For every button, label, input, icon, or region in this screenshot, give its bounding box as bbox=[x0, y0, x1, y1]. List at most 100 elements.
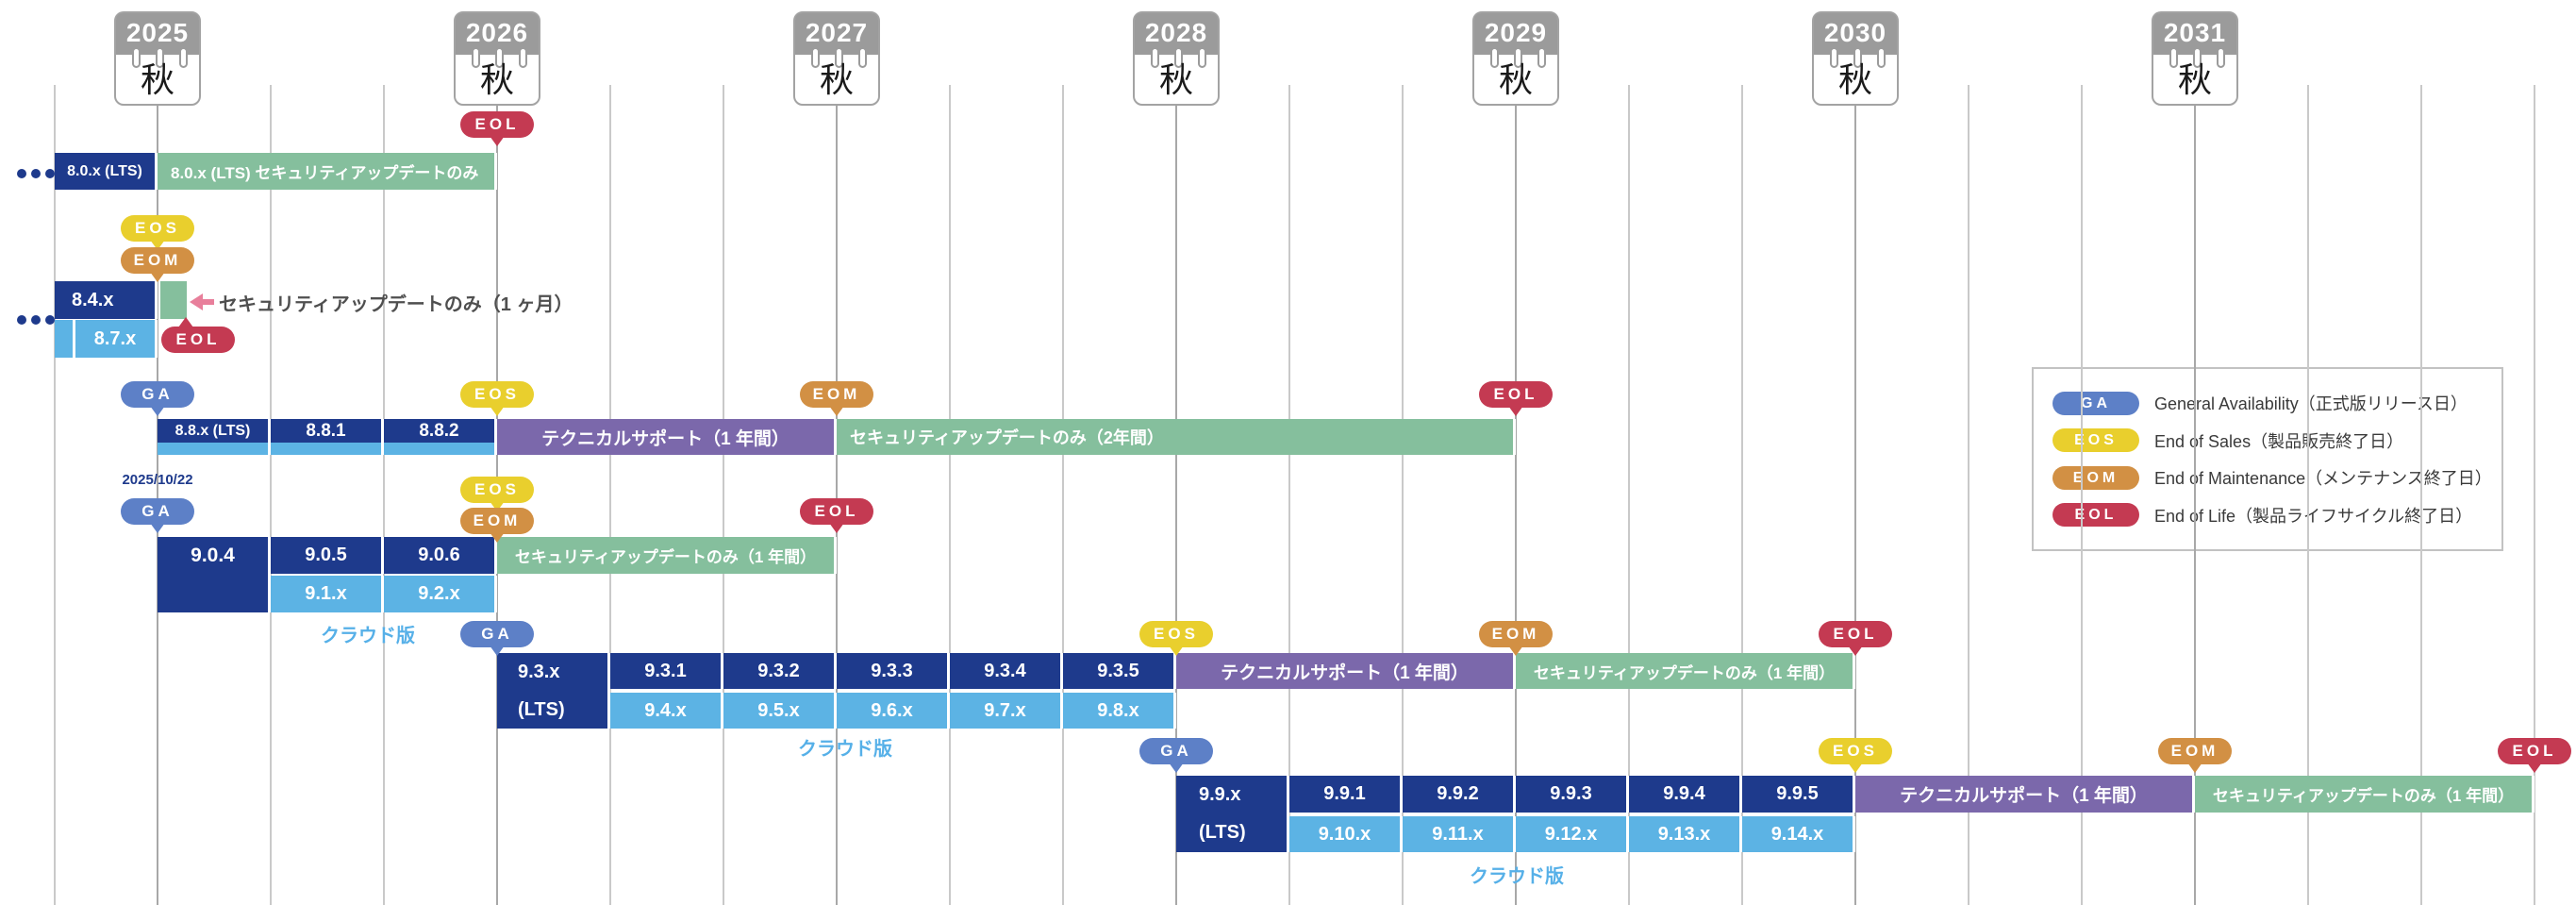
eos-badge: EOS bbox=[1139, 621, 1213, 656]
bar-9.8.x: 9.8.x bbox=[1063, 693, 1176, 729]
bar-9.0-security-1y: セキュリティアップデートのみ（1 年間） bbox=[497, 537, 837, 574]
bar-label: (LTS) bbox=[518, 699, 565, 720]
bar-label: 9.0.4 bbox=[191, 545, 235, 566]
eom-badge-icon: EOM bbox=[2052, 465, 2139, 490]
badge-tail bbox=[1848, 645, 1863, 656]
note-arrow-shaft bbox=[203, 299, 214, 305]
ga-badge: GA bbox=[121, 498, 194, 533]
bar-8.4.x-security-1month bbox=[160, 281, 187, 319]
ga-badge-icon: GA bbox=[2052, 391, 2139, 415]
continuation-dot-icon bbox=[45, 169, 55, 178]
bar-9.2.x: 9.2.x bbox=[384, 576, 497, 612]
bar-9.0.6: 9.0.6 bbox=[384, 537, 497, 574]
continuation-dot-icon bbox=[17, 169, 26, 178]
gridline-minor bbox=[1062, 85, 1064, 905]
badge-tail bbox=[829, 406, 844, 416]
eos-badge: EOS bbox=[1819, 738, 1892, 773]
eol-badge: EOL bbox=[2498, 738, 2571, 773]
calendar-season-label: 秋 bbox=[479, 60, 514, 99]
ga-badge: GA bbox=[460, 621, 534, 656]
legend-box: GA General Availability（正式版リリース日） EOS En… bbox=[2032, 367, 2503, 551]
bar-8.7.x: 8.7.x bbox=[75, 320, 158, 358]
bar-9.13.x: 9.13.x bbox=[1629, 816, 1742, 852]
calendar-season-label: 秋 bbox=[1498, 60, 1533, 99]
bar-9.6.x: 9.6.x bbox=[837, 693, 950, 729]
bar-9.9-security-1y: セキュリティアップデートのみ（1 年間） bbox=[2195, 776, 2534, 813]
calendar-year-label: 2025 bbox=[116, 13, 199, 55]
bar-8.8-cloud-strip bbox=[158, 443, 271, 455]
bar-9.3.5: 9.3.5 bbox=[1063, 653, 1176, 689]
bar-9.3.2: 9.3.2 bbox=[723, 653, 837, 689]
bar-9.3.1: 9.3.1 bbox=[610, 653, 723, 689]
calendar-ring-icon bbox=[156, 47, 164, 68]
badge-tail bbox=[829, 523, 844, 533]
calendar-2027: 2027 秋 bbox=[793, 11, 880, 106]
legend-item-label: End of Life（製品ライフサイクル終了日） bbox=[2154, 506, 2473, 526]
bar-label: 9.9.x bbox=[1199, 784, 1241, 805]
calendar-ring-icon bbox=[2217, 47, 2225, 68]
eos-badge: EOS bbox=[121, 215, 194, 250]
bar-8.0.x-lts: 8.0.x (LTS) bbox=[55, 153, 158, 190]
bar-9.9-tech-support: テクニカルサポート（1 年間） bbox=[1855, 776, 2195, 813]
continuation-dot-icon bbox=[17, 315, 26, 325]
legend-item-label: End of Sales（製品販売終了日） bbox=[2154, 431, 2404, 451]
eol-badge: EOL bbox=[800, 498, 873, 533]
legend-item-eom: EOM End of Maintenance（メンテナンス終了日） bbox=[2052, 465, 2501, 490]
bar-9.3.3: 9.3.3 bbox=[837, 653, 950, 689]
gridline-minor bbox=[949, 85, 951, 905]
bar-9.9.3: 9.9.3 bbox=[1516, 776, 1629, 813]
bar-8.8-tech-support: テクニカルサポート（1 年間） bbox=[497, 419, 837, 455]
badge-tail bbox=[150, 272, 165, 282]
calendar-2031: 2031 秋 bbox=[2152, 11, 2238, 106]
ga-badge: GA bbox=[121, 381, 194, 416]
continuation-dot-icon bbox=[31, 169, 41, 178]
calendar-ring-icon bbox=[1537, 47, 1546, 68]
calendar-season-label: 秋 bbox=[2177, 60, 2212, 99]
bar-9.12.x: 9.12.x bbox=[1516, 816, 1629, 852]
bar-9.9.4: 9.9.4 bbox=[1629, 776, 1742, 813]
calendar-ring-icon bbox=[495, 47, 504, 68]
bar-9.3.x-lts: 9.3.x (LTS) bbox=[497, 653, 610, 729]
badge-tail bbox=[150, 523, 165, 533]
calendar-ring-icon bbox=[2169, 47, 2178, 68]
bar-9.5.x: 9.5.x bbox=[723, 693, 837, 729]
eom-badge: EOM bbox=[800, 381, 873, 416]
ga-date-label: 2025/10/22 bbox=[122, 472, 193, 489]
calendar-2026: 2026 秋 bbox=[454, 11, 540, 106]
calendar-ring-icon bbox=[1877, 47, 1886, 68]
badge-tail bbox=[1508, 645, 1523, 656]
bar-8.4.x: 8.4.x bbox=[55, 281, 158, 319]
bar-9.4.x: 9.4.x bbox=[610, 693, 723, 729]
bar-9.1.x: 9.1.x bbox=[271, 576, 384, 612]
bar-9.9.x-lts: 9.9.x (LTS) bbox=[1176, 776, 1289, 852]
gridline-minor bbox=[54, 85, 56, 905]
calendar-ring-icon bbox=[2193, 47, 2202, 68]
bar-8.0.x-security-only: 8.0.x (LTS) セキュリティアップデートのみ bbox=[158, 153, 497, 190]
badge-tail bbox=[1169, 763, 1184, 773]
badge-tail bbox=[2527, 763, 2542, 773]
bar-8.8.2: 8.8.2 bbox=[384, 419, 497, 443]
legend-item-ga: GA General Availability（正式版リリース日） bbox=[2052, 391, 2501, 415]
gridline-minor bbox=[723, 85, 724, 905]
bar-9.3-security-1y: セキュリティアップデートのみ（1 年間） bbox=[1516, 653, 1855, 689]
calendar-ring-icon bbox=[179, 47, 188, 68]
eos-badge-icon: EOS bbox=[2052, 428, 2139, 453]
gridline-minor bbox=[383, 85, 385, 905]
calendar-ring-icon bbox=[1853, 47, 1862, 68]
calendar-ring-icon bbox=[1490, 47, 1499, 68]
calendar-ring-icon bbox=[1830, 47, 1838, 68]
cloud-version-label: クラウド版 bbox=[321, 625, 415, 646]
badge-tail bbox=[490, 532, 505, 543]
badge-tail bbox=[150, 406, 165, 416]
bar-9.3-tech-support: テクニカルサポート（1 年間） bbox=[1176, 653, 1516, 689]
gridline-minor bbox=[270, 85, 272, 905]
badge-tail bbox=[1169, 645, 1184, 656]
badge-tail bbox=[1848, 763, 1863, 773]
bar-9.0.4: 9.0.4 bbox=[158, 537, 271, 612]
eol-badge: EOL bbox=[1479, 381, 1553, 416]
ga-badge: GA bbox=[1139, 738, 1213, 773]
bar-label: 9.3.x bbox=[518, 662, 560, 682]
bar-8.8-cloud-strip bbox=[384, 443, 497, 455]
eom-badge: EOM bbox=[121, 247, 194, 282]
bar-8.7.x-stub bbox=[55, 320, 75, 358]
